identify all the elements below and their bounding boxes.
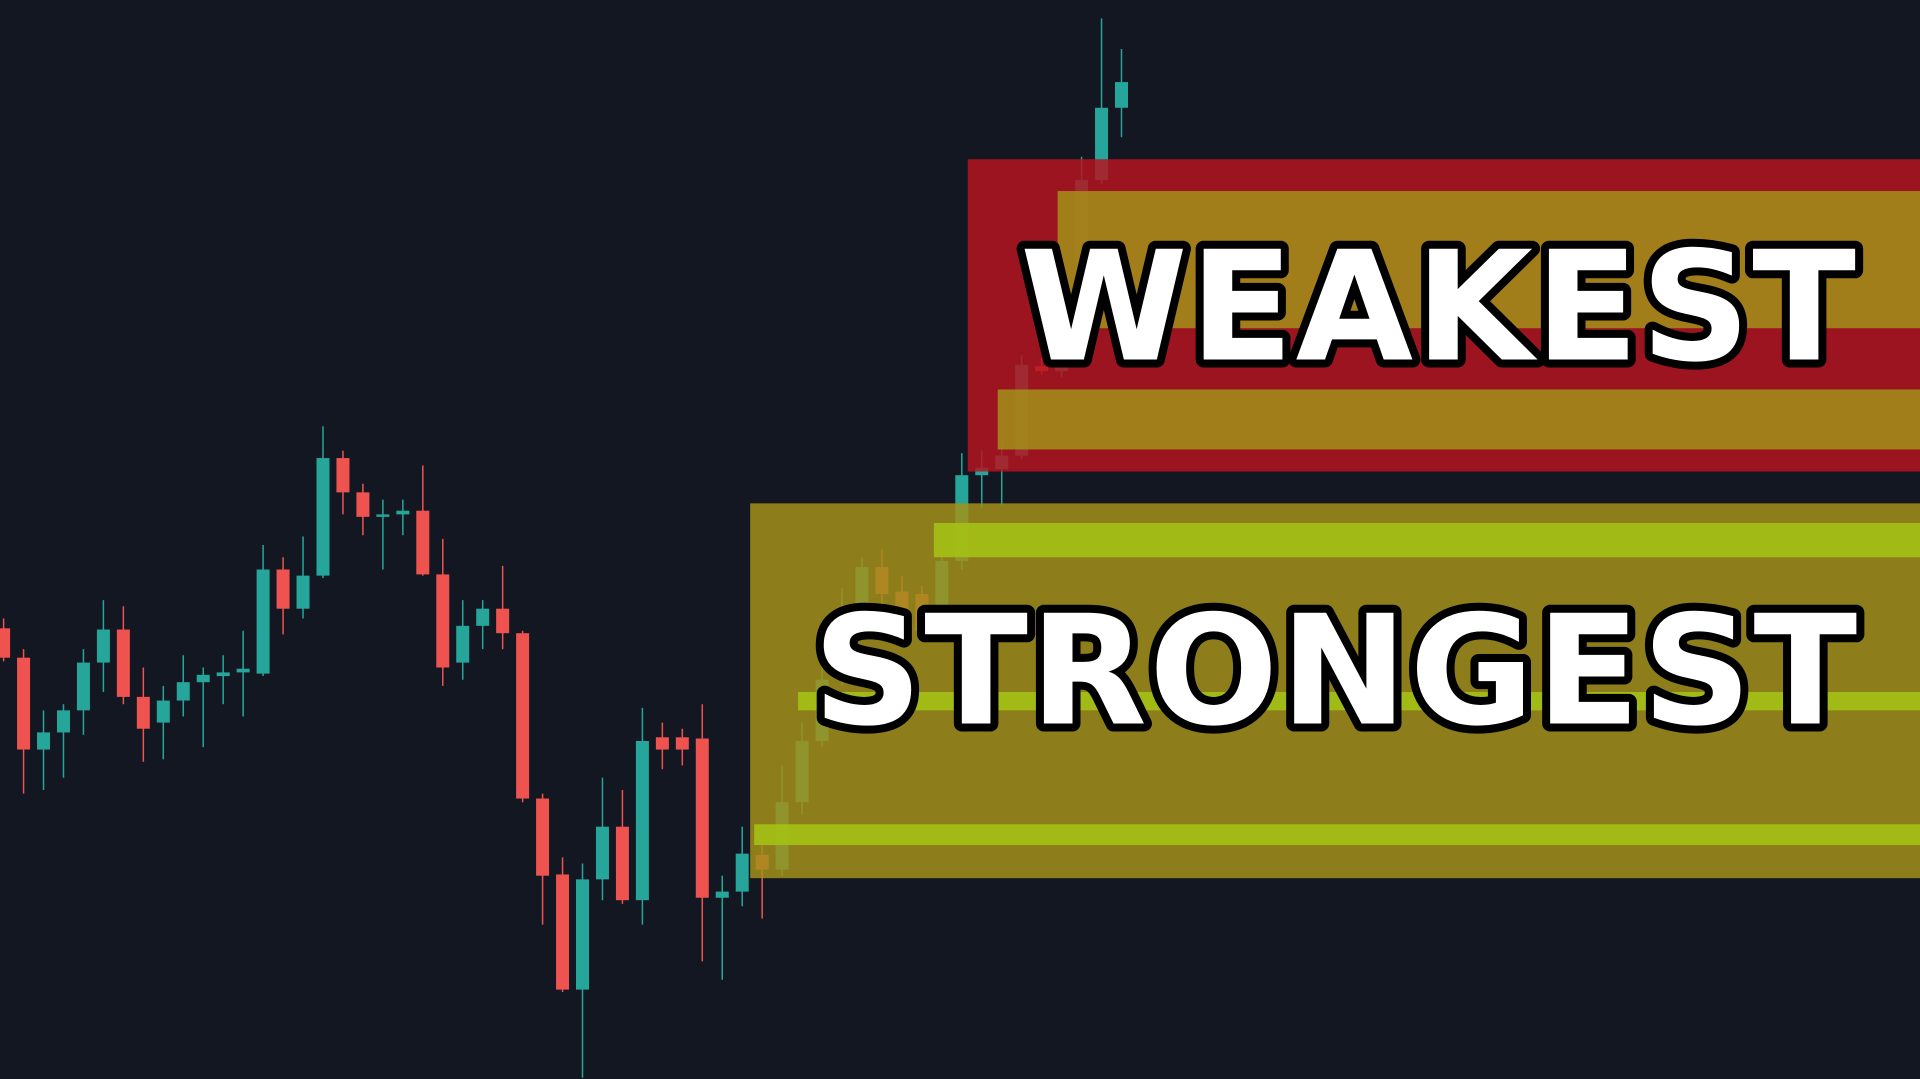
candle-body bbox=[156, 700, 170, 723]
candle-body bbox=[196, 674, 210, 683]
candle-body bbox=[655, 737, 669, 750]
candle-body bbox=[176, 682, 190, 701]
candle-body bbox=[396, 510, 410, 515]
candle-body bbox=[56, 710, 70, 733]
candle-body bbox=[296, 575, 310, 609]
candle-body bbox=[96, 629, 110, 663]
candle-body bbox=[416, 510, 430, 575]
candle-body bbox=[276, 569, 290, 609]
zone bbox=[997, 389, 1920, 450]
candle-body bbox=[236, 668, 250, 673]
candle-body bbox=[356, 492, 370, 517]
candle-body bbox=[635, 740, 649, 901]
candle-body bbox=[675, 737, 689, 750]
zone bbox=[1057, 191, 1920, 329]
candle-body bbox=[496, 608, 510, 634]
zones bbox=[750, 159, 1920, 879]
annotation: STRONGEST bbox=[813, 583, 1859, 760]
candle-body bbox=[735, 853, 749, 892]
candle-body bbox=[316, 458, 330, 576]
zone bbox=[754, 824, 1920, 846]
candle-body bbox=[476, 608, 490, 626]
candle-body bbox=[0, 628, 11, 658]
candle-body bbox=[615, 826, 629, 901]
candle-body bbox=[595, 826, 609, 880]
candle-body bbox=[256, 569, 270, 674]
candle-body bbox=[376, 514, 390, 517]
candle-body bbox=[556, 874, 570, 990]
candle-body bbox=[76, 662, 90, 711]
candle-body bbox=[1114, 82, 1128, 108]
candle-body bbox=[336, 458, 350, 493]
candle-body bbox=[116, 629, 130, 697]
candle-body bbox=[695, 738, 709, 898]
candle-body bbox=[536, 798, 550, 876]
zone bbox=[750, 503, 1920, 879]
candle-body bbox=[715, 891, 729, 898]
zone bbox=[933, 522, 1920, 558]
candle-body bbox=[436, 574, 450, 668]
candle-body bbox=[576, 879, 590, 990]
candle-body bbox=[516, 633, 530, 799]
candle-body bbox=[456, 625, 470, 663]
zone bbox=[798, 691, 1920, 711]
annotation: WEAKEST bbox=[1020, 219, 1858, 396]
candle-body bbox=[136, 696, 150, 729]
candle-body bbox=[37, 732, 51, 750]
candle-body bbox=[216, 672, 230, 677]
candle-body bbox=[17, 657, 31, 750]
